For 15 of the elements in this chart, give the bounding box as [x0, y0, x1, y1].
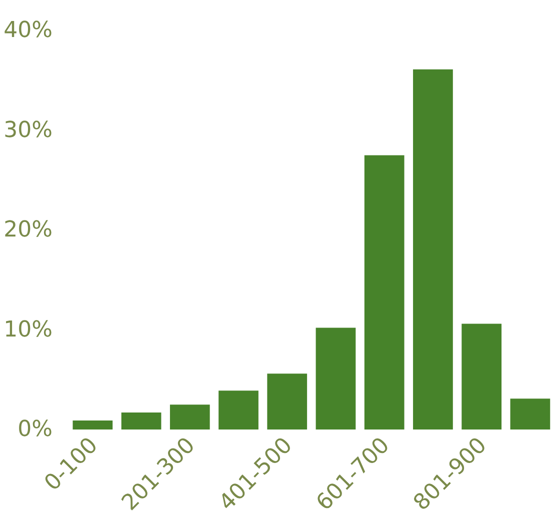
- y-tick-label: 30%: [4, 118, 53, 143]
- bar: [218, 390, 258, 430]
- bar: [413, 69, 453, 430]
- bar: [121, 412, 162, 430]
- y-tick-label: 40%: [4, 18, 53, 43]
- y-tick-label: 20%: [4, 218, 53, 242]
- bar: [72, 420, 113, 430]
- bar: [462, 324, 502, 430]
- bar: [510, 398, 550, 430]
- bar: [170, 404, 210, 430]
- bar: [267, 374, 308, 430]
- bar: [316, 328, 356, 430]
- y-tick-label: 0%: [18, 417, 53, 442]
- y-tick-label: 10%: [4, 317, 53, 342]
- bar: [364, 155, 404, 430]
